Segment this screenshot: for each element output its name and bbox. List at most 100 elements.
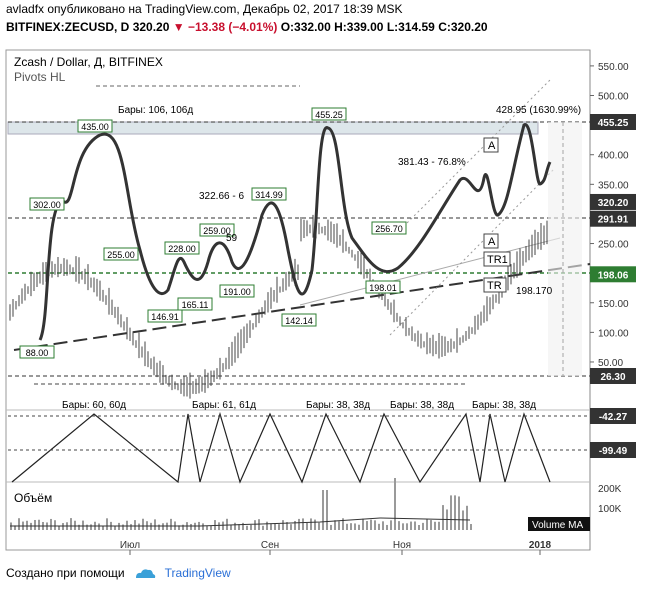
- pivot-label: 146.91: [147, 309, 183, 323]
- volume-bar: [82, 520, 84, 530]
- svg-text:320.20: 320.20: [598, 198, 629, 209]
- price-tag: 291.91: [590, 210, 636, 227]
- fib-annotation: 322.66 - 6: [199, 191, 244, 202]
- price-tags: 455.25 320.20 291.91 198.06 26.30 -42.27 -99.4…: [590, 114, 636, 515]
- tradingview-link[interactable]: TradingView: [164, 566, 231, 580]
- y-tick-label: 150.00: [598, 299, 629, 310]
- volume-bar: [330, 524, 332, 530]
- volume-bar: [142, 518, 144, 530]
- created-with-text: Создано при помощи: [6, 566, 125, 580]
- svg-text:198.01: 198.01: [369, 283, 397, 293]
- volume-bar: [270, 523, 272, 530]
- chart-area[interactable]: Zcash / Dollar, Д, BITFINEX Pivots HL Об…: [0, 36, 650, 556]
- volume-bar: [402, 523, 404, 530]
- volume-bar: [246, 525, 248, 530]
- svg-text:259.00: 259.00: [203, 226, 231, 236]
- svg-text:256.70: 256.70: [375, 224, 403, 234]
- pivot-label: 142.14: [281, 313, 317, 327]
- volume-bar: [442, 505, 444, 530]
- volume-bar: [50, 518, 52, 530]
- volume-bar: [386, 524, 388, 530]
- price-change: −13.38 (−4.01%): [187, 20, 278, 34]
- volume-bar: [426, 519, 428, 530]
- price-tag: 26.30: [590, 368, 636, 384]
- svg-text:455.25: 455.25: [315, 110, 343, 120]
- oscillator-tag: -99.49: [590, 442, 636, 458]
- svg-text:146.91: 146.91: [151, 312, 179, 322]
- volume-bar: [298, 518, 300, 530]
- symbol-label: BITFINEX:ZECUSD, D: [6, 20, 130, 34]
- volume-bar: [58, 525, 60, 530]
- volume-bar: [210, 525, 212, 530]
- cycle-labels: Бары: 60, 60д Бары: 61, 61д Бары: 38, 38д Б…: [62, 400, 536, 411]
- volume-bar: [370, 519, 372, 530]
- volume-bar: [254, 520, 256, 530]
- volume-bar: [310, 518, 312, 530]
- cycle-label: Бары: 38, 38д: [306, 400, 370, 411]
- volume-bar: [302, 518, 304, 530]
- volume-bar: [322, 490, 324, 530]
- low-value: L:314.59: [386, 20, 435, 34]
- volume-bar: [382, 521, 384, 530]
- volume-bar: [154, 519, 156, 530]
- volume-bar: [258, 519, 260, 530]
- volume-bar: [122, 524, 124, 530]
- volume-bar: [294, 520, 296, 530]
- volume-bar: [282, 520, 284, 530]
- channel-lower: [389, 167, 556, 336]
- volume-bar: [394, 478, 396, 530]
- volume-bar: [190, 523, 192, 530]
- measure-box: [548, 122, 582, 376]
- y-tick-label: 50.00: [598, 358, 623, 369]
- pivot-label: 88.00: [19, 345, 55, 359]
- volume-bar: [26, 520, 28, 530]
- svg-text:26.30: 26.30: [600, 372, 625, 383]
- publish-line: avladfx опубликовано на TradingView.com,…: [6, 2, 403, 16]
- volume-bar: [162, 523, 164, 530]
- y-tick-label: 250.00: [598, 240, 629, 251]
- symbol-line: BITFINEX:ZECUSD, D 320.20 ▼ −13.38 (−4.0…: [6, 20, 488, 34]
- svg-text:A: A: [488, 236, 496, 248]
- pivot-label: 165.11: [177, 297, 213, 311]
- svg-text:198.06: 198.06: [598, 270, 629, 281]
- volume-label: Объём: [14, 491, 52, 505]
- svg-text:-99.49: -99.49: [599, 446, 628, 457]
- volume-bar: [218, 522, 220, 530]
- volume-bar: [286, 522, 288, 530]
- volume-bar: [278, 524, 280, 530]
- volume-bar: [130, 524, 132, 530]
- level-annotation: 198.170: [516, 286, 553, 297]
- volume-bar: [250, 524, 252, 530]
- volume-ma-line: [10, 517, 471, 527]
- high-value: H:339.00: [334, 20, 384, 34]
- y-tick-label: 500.00: [598, 92, 629, 103]
- volume-bar: [430, 520, 432, 530]
- volume-bar: [54, 520, 56, 530]
- price-tag: 320.20: [590, 193, 636, 210]
- price-tag: 455.25: [590, 114, 636, 130]
- indicator-label[interactable]: Pivots HL: [14, 70, 66, 84]
- volume-bar: [274, 523, 276, 530]
- svg-text:A: A: [488, 140, 496, 152]
- volume-bar: [354, 523, 356, 530]
- author-name[interactable]: avladfx: [6, 2, 45, 16]
- volume-bar: [62, 523, 64, 530]
- down-triangle-icon: ▼: [172, 20, 185, 34]
- label-a-2: A: [483, 233, 499, 249]
- wave-path: [38, 123, 552, 341]
- volume-bar: [134, 520, 136, 530]
- volume-bar: [38, 519, 40, 530]
- volume-bar: [438, 521, 440, 530]
- open-value: O:332.00: [280, 20, 331, 34]
- x-tick-label: Сен: [261, 540, 279, 551]
- resistance-band: [7, 121, 539, 135]
- x-tick-label: 2018: [529, 540, 552, 551]
- price-candles: [9, 213, 548, 399]
- volume-bar: [390, 520, 392, 530]
- volume-bar: [206, 525, 208, 530]
- pivot-label: 256.70: [371, 221, 407, 235]
- volume-bars: [10, 478, 472, 530]
- volume-bar: [202, 523, 204, 530]
- volume-bar: [238, 524, 240, 530]
